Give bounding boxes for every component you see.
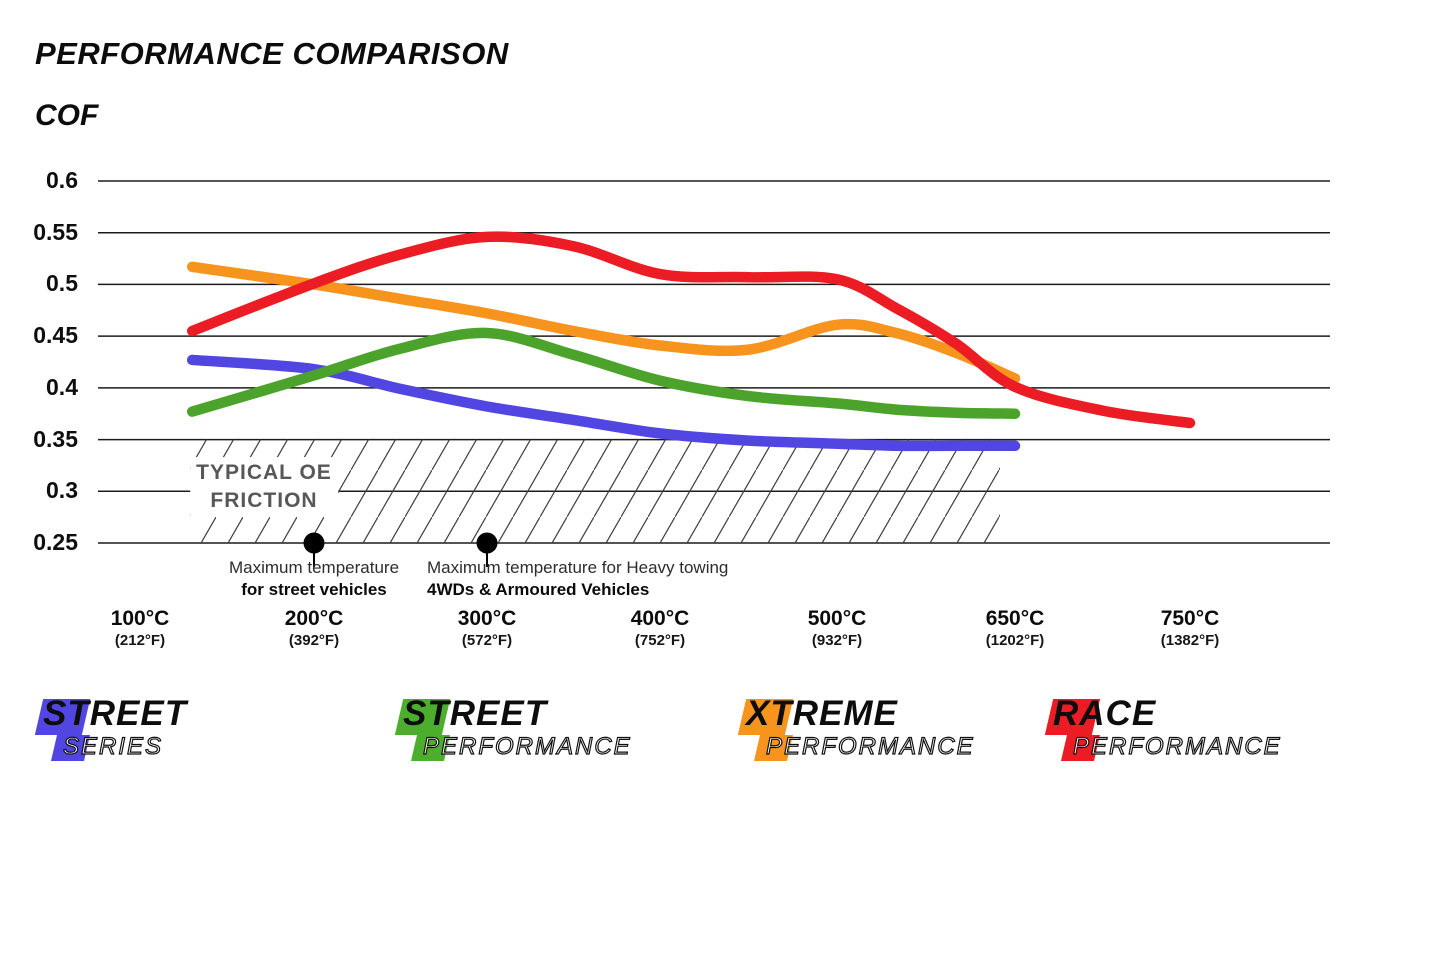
logo-line2: PERFORMANCE xyxy=(422,732,632,760)
curve-street-performance xyxy=(186,327,1021,419)
x-tick-celsius: 200°C xyxy=(284,607,344,630)
brand-logo: RACE PERFORMANCE xyxy=(1044,694,1375,766)
brand-logo: XTREME PERFORMANCE xyxy=(737,694,1020,766)
logo-line1: STREET xyxy=(43,694,188,733)
curve-xtreme-performance xyxy=(186,261,1021,384)
oe-label-line1: TYPICAL OE xyxy=(196,461,332,484)
x-tick-fahrenheit: (752°F) xyxy=(634,632,686,649)
x-tick-fahrenheit: (932°F) xyxy=(811,632,863,649)
x-tick-label: 100°C (212°F) xyxy=(70,607,210,649)
typical-oe-friction-label: TYPICAL OE FRICTION xyxy=(190,457,338,517)
y-tick-label: 0.35 xyxy=(33,425,78,452)
legend-item-street-performance: STREETPERFORMANCESuperior braking perfor… xyxy=(394,694,715,766)
x-tick-celsius: 650°C xyxy=(985,607,1045,630)
logo-line1: RACE xyxy=(1053,694,1157,733)
x-tick-fahrenheit: (572°F) xyxy=(461,632,513,649)
y-tick-label: 0.6 xyxy=(46,167,78,193)
curve-street-series xyxy=(186,354,1021,452)
logo-line1: STREET xyxy=(403,694,548,733)
x-tick-label: 650°C (1202°F) xyxy=(945,607,1085,649)
logo-line2: SERIES xyxy=(62,732,164,760)
x-tick-fahrenheit: (1202°F) xyxy=(985,632,1045,649)
page-title: PERFORMANCE COMPARISON xyxy=(35,36,509,71)
x-tick-celsius: 400°C xyxy=(630,607,690,630)
max-temp-marker-dot xyxy=(303,532,325,554)
oe-label-line2: FRICTION xyxy=(210,489,318,512)
brand-logo: STREET PERFORMANCE xyxy=(394,694,715,766)
max-temp-marker-dot xyxy=(476,532,498,554)
x-tick-celsius: 500°C xyxy=(807,607,867,630)
y-axis-title: COF xyxy=(35,99,99,132)
y-tick-label: 0.4 xyxy=(46,373,78,400)
x-tick-fahrenheit: (392°F) xyxy=(288,632,340,649)
logo-line2: PERFORMANCE xyxy=(765,732,975,760)
annotation-towing-max-temp: Maximum temperature for Heavy towing 4WD… xyxy=(427,557,728,601)
x-tick-label: 300°C (572°F) xyxy=(417,607,557,649)
annotation-line1: Maximum temperature xyxy=(228,558,400,577)
curve-race-performance xyxy=(186,231,1196,429)
logo-line1: XTREME xyxy=(746,694,898,733)
y-tick-label: 0.25 xyxy=(33,529,78,555)
series-curves xyxy=(186,231,1196,452)
legend-item-xtreme-performance: XTREMEPERFORMANCEHigh initial bite, havi… xyxy=(737,694,1020,766)
x-tick-label: 200°C (392°F) xyxy=(244,607,384,649)
x-tick-fahrenheit: (1382°F) xyxy=(1160,632,1220,649)
y-tick-label: 0.55 xyxy=(33,218,78,245)
x-tick-celsius: 100°C xyxy=(110,607,170,630)
logo-line2: PERFORMANCE xyxy=(1072,732,1282,760)
legend-item-race-performance: RACEPERFORMANCEOptimal braking performan… xyxy=(1044,694,1375,766)
y-tick-label: 0.45 xyxy=(33,322,78,349)
x-tick-label: 750°C (1382°F) xyxy=(1120,607,1260,649)
x-tick-celsius: 300°C xyxy=(457,607,517,630)
x-tick-label: 400°C (752°F) xyxy=(590,607,730,649)
legend-item-street-series: STREETSERIESConsistent braking performan… xyxy=(34,694,365,766)
x-tick-fahrenheit: (212°F) xyxy=(114,632,166,649)
max-temperature-markers xyxy=(303,532,498,567)
annotation-line1: Maximum temperature for Heavy towing xyxy=(427,558,729,577)
brand-logo: STREET SERIES xyxy=(34,694,365,766)
annotation-line2: 4WDs & Armoured Vehicles xyxy=(427,580,650,599)
x-tick-label: 500°C (932°F) xyxy=(767,607,907,649)
annotation-street-max-temp: Maximum temperature for street vehicles xyxy=(229,557,399,601)
y-tick-label: 0.5 xyxy=(46,270,78,297)
y-tick-label: 0.3 xyxy=(46,477,78,504)
annotation-line2: for street vehicles xyxy=(241,580,387,599)
x-tick-celsius: 750°C xyxy=(1160,607,1220,630)
